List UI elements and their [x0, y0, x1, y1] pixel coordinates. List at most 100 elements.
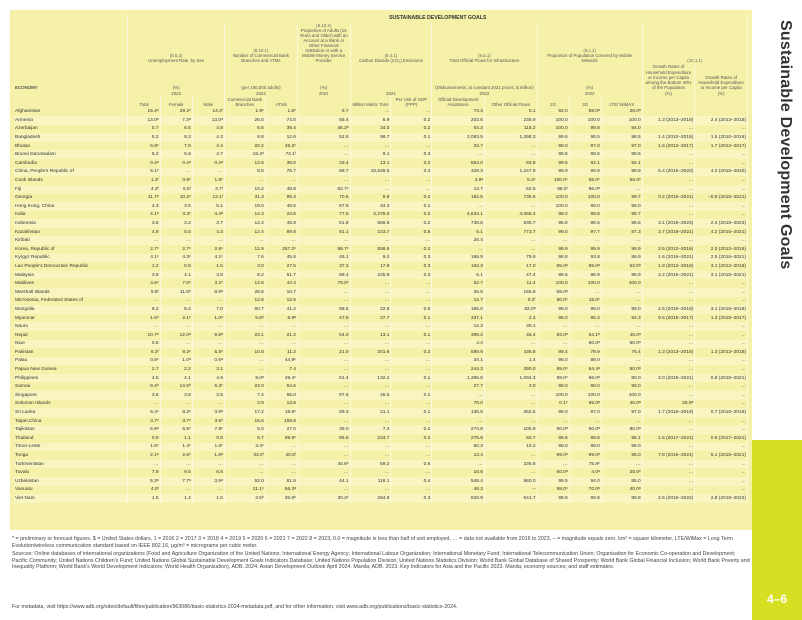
- data-cell: 4.0ᶠ: [128, 486, 160, 495]
- data-cell: 1.4: [484, 357, 537, 366]
- data-cell: …: [695, 185, 748, 194]
- data-cell: 100.0: [569, 116, 601, 125]
- data-cell: 98.7: [350, 133, 391, 142]
- data-cell: 96.0: [537, 314, 569, 323]
- economy-name: India: [14, 211, 128, 220]
- data-cell: 3.9: [224, 400, 265, 409]
- data-cell: 6.9ᵃ: [265, 314, 297, 323]
- data-cell: …: [642, 202, 695, 211]
- economy-name: Georgia: [14, 193, 128, 202]
- data-cell: 0.6: [391, 460, 432, 469]
- economy-name: Tonga: [14, 451, 128, 460]
- table-row: Malaysia3.94.13.88.251.788.4225.90.35.14…: [14, 271, 748, 280]
- data-cell: 1.8ᵃ: [192, 451, 224, 460]
- data-cell: …: [192, 340, 224, 349]
- data-cell: 26.8: [432, 288, 485, 297]
- data-cell: 99.2: [537, 211, 569, 220]
- data-cell: 3.0: [484, 382, 537, 391]
- table-row: Myanmar1.5ᵇ2.1ᶜ1.0ᵃ5.6ᵇ6.9ᵃ47.827.70.133…: [14, 314, 748, 323]
- data-cell: 99.5: [537, 477, 569, 486]
- data-cell: 257.2ᶜ: [265, 245, 297, 254]
- data-cell: …: [391, 185, 432, 194]
- data-cell: 44.1: [297, 477, 350, 486]
- data-cell: 1.7 (2012–2017): [695, 142, 748, 151]
- data-cell: 73.1ᶠ: [265, 150, 297, 159]
- economy-name: Lao People's Democratic Republic: [14, 262, 128, 271]
- economy-name: Korea, Republic of: [14, 245, 128, 254]
- data-cell: 548.4: [432, 477, 485, 486]
- data-cell: 23.0: [224, 382, 265, 391]
- economy-header: ECONOMY: [14, 64, 128, 90]
- data-cell: …: [297, 150, 350, 159]
- data-cell: …: [297, 382, 350, 391]
- data-cell: 99.9ᶜ: [265, 434, 297, 443]
- data-cell: –0.9 (2016–2021): [695, 193, 748, 202]
- data-cell: 274.8: [432, 425, 485, 434]
- data-cell: 90.0ᵃ: [569, 425, 601, 434]
- data-cell: 99.0: [569, 305, 601, 314]
- data-cell: 100.0: [537, 125, 569, 134]
- data-cell: 10,648.5: [350, 168, 391, 177]
- economy-name: Niue: [14, 340, 128, 349]
- data-cell: 6.9ᵃ: [128, 425, 160, 434]
- data-cell: …: [642, 176, 695, 185]
- data-cell: 0.4ᵃ: [160, 159, 192, 168]
- data-cell: 0.4: [391, 168, 432, 177]
- data-cell: 5.3ᵃ: [128, 477, 160, 486]
- data-cell: 23.1: [224, 331, 265, 340]
- data-cell: 0.1: [391, 314, 432, 323]
- data-cell: …: [350, 297, 391, 306]
- data-cell: 96.0: [601, 451, 642, 460]
- data-cell: 95.0ᵃ: [569, 400, 601, 409]
- data-cell: 39.4: [265, 125, 297, 134]
- data-cell: …: [569, 236, 601, 245]
- data-cell: 0.1: [391, 391, 432, 400]
- data-cell: 0.4ᵃ: [192, 159, 224, 168]
- data-cell: 1.6ᶜ: [265, 107, 297, 116]
- data-cell: 1.0ᵃ: [192, 314, 224, 323]
- data-cell: 98.7: [601, 211, 642, 220]
- data-cell: 13.1ᶠ: [192, 193, 224, 202]
- economy-name: Bhutan: [14, 142, 128, 151]
- data-cell: 95.6: [297, 434, 350, 443]
- data-cell: …: [391, 443, 432, 452]
- data-cell: …: [391, 365, 432, 374]
- data-cell: …: [601, 417, 642, 426]
- data-cell: …: [128, 460, 160, 469]
- data-cell: 98.6: [537, 150, 569, 159]
- data-cell: …: [350, 468, 391, 477]
- data-cell: 55.4: [297, 116, 350, 125]
- data-cell: 89.3: [297, 408, 350, 417]
- data-cell: 3.9ᵃ: [192, 408, 224, 417]
- data-cell: 7.6: [224, 254, 265, 263]
- economy-name: Armenia: [14, 116, 128, 125]
- data-cell: 115.2: [484, 125, 537, 134]
- data-cell: 55.0ᶜ: [569, 176, 601, 185]
- data-cell: 1,298.3: [484, 133, 537, 142]
- data-cell: 2,279.0: [350, 211, 391, 220]
- data-cell: 5.9ᶜ: [128, 142, 160, 151]
- data-cell: …: [642, 322, 695, 331]
- data-cell: …: [642, 288, 695, 297]
- table-row: Maldives4.6ᶜ7.0ᶜ3.1ᶜ14.644.479.0ᶜ……52.71…: [14, 279, 748, 288]
- data-cell: 5.4: [160, 305, 192, 314]
- data-cell: 0.2: [391, 211, 432, 220]
- data-cell: 0.3: [391, 494, 432, 503]
- data-cell: 3.7ᶜ: [160, 417, 192, 426]
- table-row: Tonga2.1ᵃ2.5ᶜ1.8ᵃ33.0ᶠ40.5ᶠ………13.4…99.0ᵃ…: [14, 451, 748, 460]
- data-cell: …: [350, 417, 391, 426]
- data-cell: 54.1ᵃ: [569, 331, 601, 340]
- data-cell: 34.7: [432, 142, 485, 151]
- data-cell: …: [350, 365, 391, 374]
- data-cell: …: [642, 331, 695, 340]
- data-cell: 100.0: [569, 193, 601, 202]
- data-cell: …: [297, 176, 350, 185]
- data-cell: …: [642, 365, 695, 374]
- data-cell: 4.3: [192, 133, 224, 142]
- data-cell: 7.0: [192, 305, 224, 314]
- data-cell: 98.8: [569, 211, 601, 220]
- data-cell: 100.0: [537, 193, 569, 202]
- data-cell: 98.8: [569, 434, 601, 443]
- data-cell: 554.0: [432, 159, 485, 168]
- data-cell: 4,634.1: [432, 211, 485, 220]
